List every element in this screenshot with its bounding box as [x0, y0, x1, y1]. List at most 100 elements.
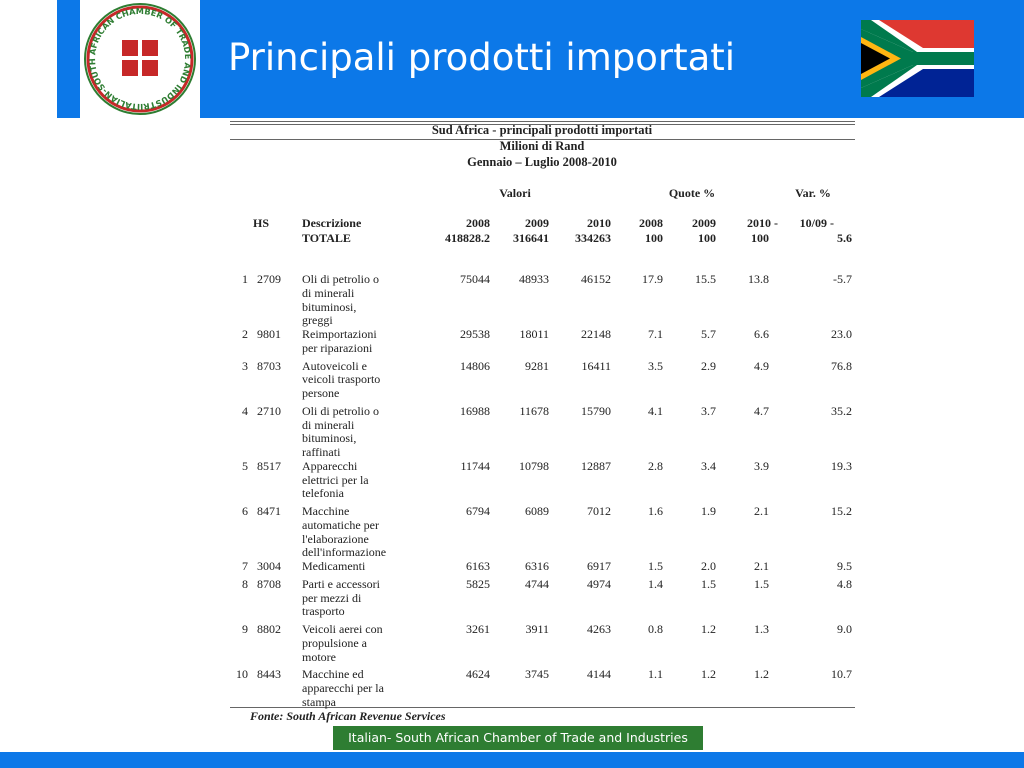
cell: 9281 — [525, 358, 549, 373]
description-line: propulsione a — [302, 635, 367, 650]
description-line: Medicamenti — [302, 559, 366, 573]
description-line: bituminosi, — [302, 299, 357, 314]
cell: 1.5 — [648, 559, 663, 573]
cell: 14806 — [460, 358, 490, 373]
cell: 3.5 — [648, 358, 663, 373]
cell: 5825 — [466, 576, 490, 591]
description-line: persone — [302, 386, 340, 400]
column-header: 10/09 - — [799, 216, 834, 230]
cell: 29538 — [460, 327, 490, 341]
column-header: 2008 — [466, 216, 490, 230]
cell: 7.1 — [648, 327, 663, 341]
logo-ring — [86, 5, 194, 113]
cell: 1.4 — [648, 576, 663, 591]
description-line: automatiche per — [302, 517, 379, 532]
cell: 15790 — [581, 403, 611, 418]
cell: 8471 — [257, 504, 281, 518]
cell: 1.2 — [754, 667, 769, 682]
column-header: 316641 — [513, 231, 549, 245]
cell: 12887 — [581, 458, 611, 473]
table-title: Sud Africa - principali prodotti importa… — [431, 123, 653, 137]
table-title: Gennaio – Luglio 2008-2010 — [467, 155, 617, 169]
cell: 1.9 — [701, 504, 716, 518]
column-header: 100 — [698, 231, 716, 245]
cell: 6 — [242, 504, 248, 518]
cell: 2.1 — [754, 504, 769, 518]
logo-cross — [122, 56, 158, 60]
cell: 6316 — [525, 559, 549, 573]
cell: 3261 — [466, 622, 490, 636]
cell: 2.0 — [701, 559, 716, 573]
slide-title: Principali prodotti importati — [228, 36, 736, 79]
source-note: Fonte: South African Revenue Services — [250, 709, 446, 723]
column-header: TOTALE — [302, 231, 351, 245]
cell: 22148 — [581, 327, 611, 341]
description-line: dell'informazione — [302, 545, 387, 560]
cell: 11678 — [519, 403, 549, 418]
cell: 10.7 — [831, 667, 852, 682]
cell: 7012 — [587, 504, 611, 518]
cell: 8517 — [257, 458, 281, 473]
column-header: 2010 — [587, 216, 611, 230]
cell: 35.2 — [831, 403, 852, 418]
cell: 4.8 — [837, 576, 852, 591]
cell: 7 — [242, 559, 248, 573]
cell: 8703 — [257, 358, 281, 373]
cell: 75044 — [460, 272, 490, 286]
description-line: telefonia — [302, 486, 344, 501]
description-line: Oli di petrolio o — [302, 272, 379, 286]
cell: 1.5 — [701, 576, 716, 591]
cell: 1.2 — [701, 622, 716, 636]
cell: 3.7 — [701, 403, 716, 418]
rule — [230, 707, 855, 708]
column-header: Descrizione — [302, 216, 362, 230]
cell: 4744 — [525, 576, 549, 591]
cell: 1.2 — [701, 667, 716, 682]
description-line: trasporto — [302, 604, 345, 619]
description-line: Autoveicoli e — [302, 358, 367, 373]
cell: 2.8 — [648, 458, 663, 473]
cell: 1.3 — [754, 622, 769, 636]
group-header: Quote % — [668, 186, 716, 200]
cell: 1 — [242, 272, 248, 286]
cell: 4 — [242, 403, 248, 418]
cell: 8708 — [257, 576, 281, 591]
cell: 0.8 — [648, 622, 663, 636]
description-line: veicoli trasporto — [302, 372, 381, 387]
description-line: Macchine — [302, 504, 350, 518]
cell: 10798 — [519, 458, 549, 473]
cell: 9.0 — [837, 622, 852, 636]
cell: 16411 — [581, 358, 611, 373]
cell: 2709 — [257, 272, 281, 286]
cell: 5.7 — [701, 327, 716, 341]
column-header: 334263 — [575, 231, 611, 245]
cell: 3.9 — [754, 458, 769, 473]
column-header: HS — [253, 216, 270, 230]
cell: 6089 — [525, 504, 549, 518]
column-header: 418828.2 — [445, 231, 490, 245]
footer-banner: Italian- South African Chamber of Trade … — [333, 726, 703, 750]
description-line: Parti e accessori — [302, 576, 380, 591]
cell: 6917 — [587, 559, 611, 573]
rule — [230, 139, 855, 140]
cell: 6163 — [466, 559, 490, 573]
description-line: motore — [302, 649, 336, 664]
cell: 8443 — [257, 667, 281, 682]
cell: 8802 — [257, 622, 281, 636]
cell: 9801 — [257, 327, 281, 341]
cell: 1.5 — [754, 576, 769, 591]
cell: 15.2 — [831, 504, 852, 518]
cell: 2 — [242, 327, 248, 341]
cell: 11744 — [460, 458, 490, 473]
cell: 3.4 — [701, 458, 716, 473]
description-line: per riparazioni — [302, 340, 373, 355]
cell: 4974 — [587, 576, 611, 591]
description-line: l'elaborazione — [302, 531, 369, 546]
cell: 17.9 — [642, 272, 663, 286]
cell: 1.6 — [648, 504, 663, 518]
cell: 5 — [242, 458, 248, 473]
cell: 4.7 — [754, 403, 769, 418]
cell: 4144 — [587, 667, 611, 682]
description-line: raffinati — [302, 445, 341, 459]
